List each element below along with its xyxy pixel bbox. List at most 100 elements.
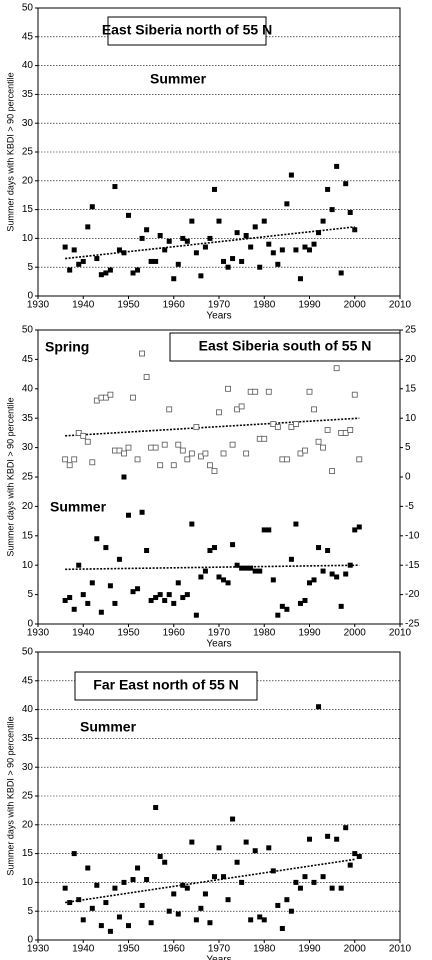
y2-tick-label: 0 <box>405 472 411 483</box>
square-marker <box>67 267 73 273</box>
square-marker <box>107 583 113 589</box>
y-tick-label: 30 <box>22 118 34 129</box>
square-marker <box>166 908 172 914</box>
square-marker <box>189 218 195 224</box>
square-marker <box>130 589 136 595</box>
square-marker <box>343 571 349 577</box>
x-axis-label: Years <box>206 311 231 322</box>
square-marker <box>334 574 340 580</box>
square-marker <box>221 577 227 583</box>
open-square-marker <box>130 394 136 401</box>
square-marker <box>157 853 163 859</box>
square-marker <box>171 891 177 897</box>
square-marker <box>98 923 104 929</box>
open-square-marker <box>157 462 164 469</box>
square-marker <box>284 897 290 903</box>
square-marker <box>302 874 308 880</box>
square-marker <box>252 568 258 574</box>
x-tick-label: 1980 <box>253 300 276 311</box>
open-square-marker <box>342 429 349 436</box>
square-marker <box>329 207 335 213</box>
square-marker <box>211 874 217 880</box>
square-marker <box>76 261 82 267</box>
chart-title: Far East north of 55 N <box>93 677 238 693</box>
annotation: Spring <box>45 339 89 355</box>
x-tick-label: 1980 <box>253 944 276 955</box>
square-marker <box>62 244 68 250</box>
y-tick-label: 5 <box>27 262 33 273</box>
square-marker <box>284 606 290 612</box>
y-axis-label: Summer days with KBDI > 90 percentile <box>5 72 15 231</box>
open-square-marker <box>84 438 91 445</box>
square-marker <box>225 580 231 586</box>
square-marker <box>234 859 240 865</box>
title-box <box>169 332 401 362</box>
square-marker <box>121 250 127 256</box>
y-tick-label: 45 <box>22 675 34 686</box>
square-marker <box>126 923 131 929</box>
square-marker <box>316 704 322 710</box>
square-marker <box>202 891 208 897</box>
annotation: Summer <box>150 71 207 87</box>
square-marker <box>171 600 177 606</box>
square-marker <box>98 609 104 615</box>
square-marker <box>266 527 272 533</box>
square-marker <box>112 885 118 891</box>
square-marker <box>329 885 335 891</box>
title-box <box>107 16 267 46</box>
y-tick-label: 0 <box>27 291 33 302</box>
x-axis-label: Years <box>206 955 231 960</box>
y-tick-label: 30 <box>22 762 34 773</box>
plot-frame <box>37 7 401 297</box>
square-marker <box>126 512 131 518</box>
y-tick-label: 15 <box>22 530 34 541</box>
square-marker <box>325 186 331 192</box>
square-marker <box>144 227 150 233</box>
x-tick-label: 1980 <box>253 628 276 639</box>
open-square-marker <box>125 444 132 451</box>
open-square-marker <box>134 456 141 463</box>
square-marker <box>180 235 186 241</box>
square-marker <box>202 244 208 250</box>
y-tick-label: 50 <box>22 647 34 658</box>
open-square-marker <box>139 350 145 357</box>
square-marker <box>216 845 222 851</box>
square-marker <box>356 853 362 859</box>
square-marker <box>279 603 285 609</box>
x-tick-label: 2010 <box>389 944 412 955</box>
square-marker <box>193 612 199 618</box>
square-marker <box>338 885 344 891</box>
open-square-marker <box>75 429 82 436</box>
x-tick-label: 1960 <box>163 628 186 639</box>
y2-tick-label: 25 <box>405 325 417 336</box>
square-marker <box>248 565 254 571</box>
x-tick-label: 2000 <box>344 300 367 311</box>
square-marker <box>252 848 258 854</box>
open-square-marker <box>351 391 358 398</box>
open-square-marker <box>238 403 245 410</box>
square-marker <box>275 902 281 908</box>
square-marker <box>252 224 258 230</box>
square-marker <box>153 595 159 601</box>
square-marker <box>130 270 136 276</box>
square-marker <box>334 163 340 169</box>
x-tick-label: 2000 <box>344 628 367 639</box>
square-marker <box>338 603 344 609</box>
y2-tick-label: 5 <box>405 442 411 453</box>
square-marker <box>126 212 131 218</box>
square-marker <box>166 592 172 598</box>
square-marker <box>316 545 322 551</box>
square-marker <box>98 272 104 278</box>
open-square-marker <box>225 385 231 392</box>
square-marker <box>261 218 267 224</box>
y-tick-label: 25 <box>22 791 34 802</box>
open-square-marker <box>193 424 200 430</box>
chart-title: East Siberia north of 55 N <box>102 22 272 38</box>
square-marker <box>297 885 303 891</box>
square-marker <box>76 562 82 568</box>
square-marker <box>243 565 249 571</box>
open-square-marker <box>293 421 299 427</box>
trend-line <box>65 564 360 571</box>
open-square-marker <box>315 438 322 445</box>
